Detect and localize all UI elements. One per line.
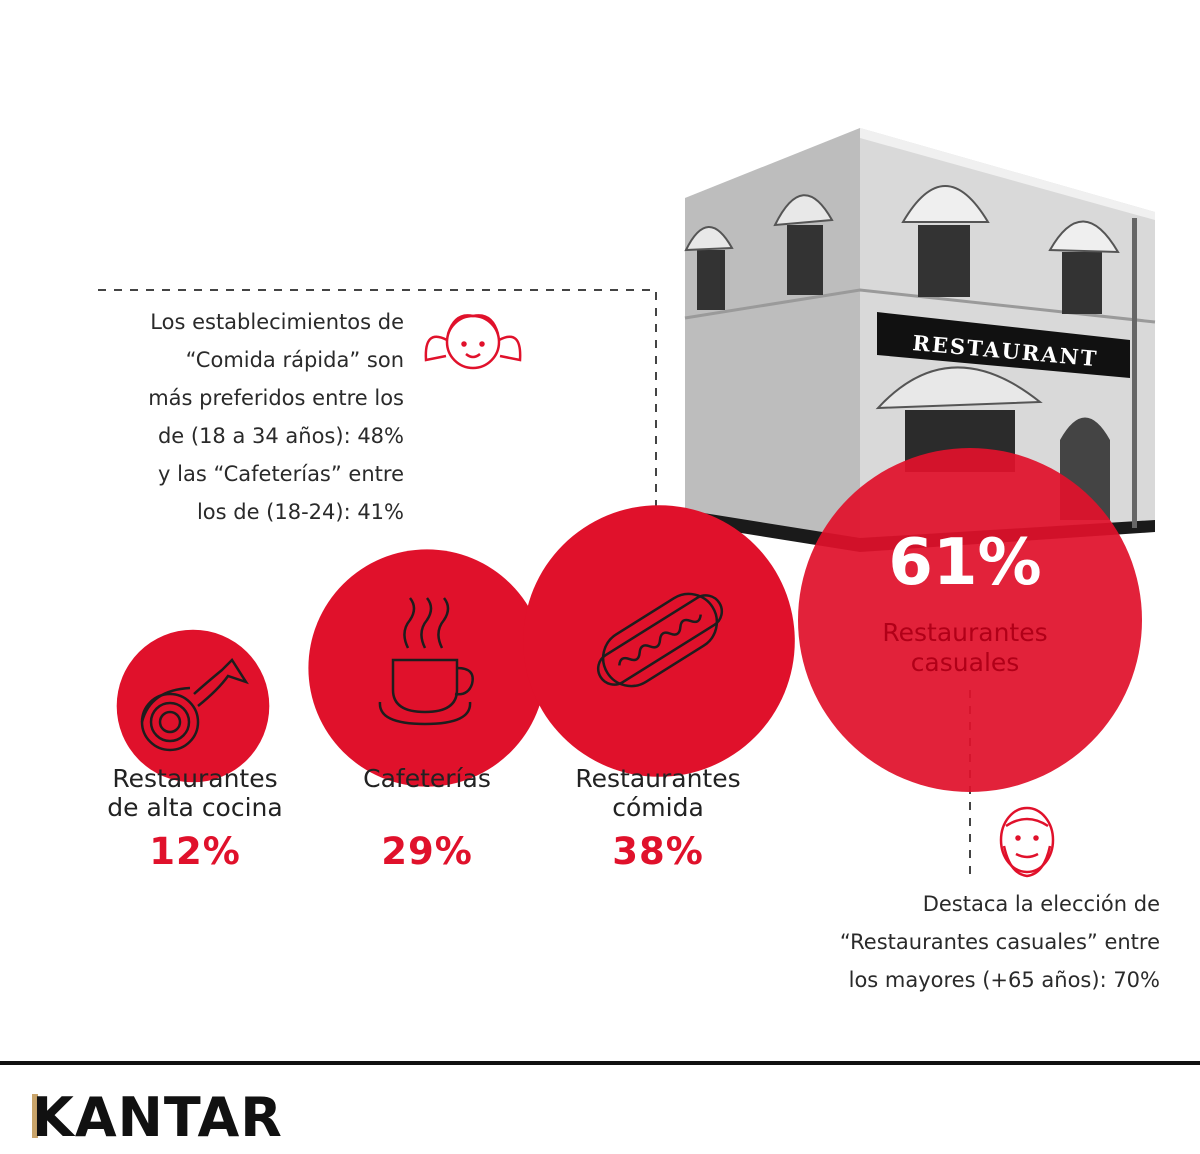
girl-face-icon bbox=[424, 314, 522, 370]
category-label-line: Restaurantes bbox=[882, 618, 1048, 647]
old-man-face-icon bbox=[999, 806, 1055, 878]
annotation-line: los mayores (+65 años): 70% bbox=[848, 968, 1160, 992]
annotation-line: “Comida rápida” son bbox=[185, 348, 404, 372]
fish-icon bbox=[140, 658, 249, 752]
annotation-line: “Restaurantes casuales” entre bbox=[839, 930, 1160, 954]
annotation-line: y las “Cafeterías” entre bbox=[158, 462, 404, 486]
category-label-line: Restaurantes bbox=[112, 764, 278, 793]
brand-logo-mark bbox=[32, 1094, 38, 1138]
category-label-comida: Restaurantes cómida bbox=[528, 764, 788, 822]
value-label-cafeterias: 29% bbox=[381, 830, 473, 873]
category-label-line: cómida bbox=[612, 793, 704, 822]
hot-dog-icon bbox=[596, 592, 724, 688]
annotation-elderly-preference: Destaca la elección de “Restaurantes cas… bbox=[800, 885, 1160, 999]
category-label-line: Restaurantes bbox=[575, 764, 741, 793]
annotation-line: de (18 a 34 años): 48% bbox=[157, 424, 404, 448]
coffee-cup-icon bbox=[378, 597, 474, 726]
annotation-line: los de (18-24): 41% bbox=[196, 500, 404, 524]
bubble-casuales bbox=[798, 448, 1142, 792]
category-label-line: Cafeterías bbox=[363, 764, 491, 793]
category-label-line: de alta cocina bbox=[107, 793, 283, 822]
annotation-young-preference: Los establecimientos de “Comida rápida” … bbox=[74, 303, 404, 531]
category-label-casuales: Restaurantes casuales bbox=[840, 618, 1090, 678]
value-label-alta-cocina: 12% bbox=[149, 830, 241, 873]
annotation-line: más preferidos entre los bbox=[148, 386, 404, 410]
category-label-line: casuales bbox=[910, 648, 1020, 677]
bubble-cafeterias bbox=[308, 549, 546, 787]
category-label-cafeterias: Cafeterías bbox=[297, 764, 557, 793]
restaurant-building-image: RESTAURANT bbox=[684, 128, 1156, 552]
value-label-casuales: 61% bbox=[888, 526, 1042, 600]
dashed-connector-left bbox=[98, 289, 657, 535]
brand-logo: KANTAR bbox=[32, 1086, 283, 1149]
annotation-line: Destaca la elección de bbox=[922, 892, 1160, 916]
value-label-comida: 38% bbox=[612, 830, 704, 873]
footer-divider bbox=[0, 1061, 1200, 1065]
category-label-alta-cocina: Restaurantes de alta cocina bbox=[65, 764, 325, 822]
annotation-line: Los establecimientos de bbox=[150, 310, 404, 334]
